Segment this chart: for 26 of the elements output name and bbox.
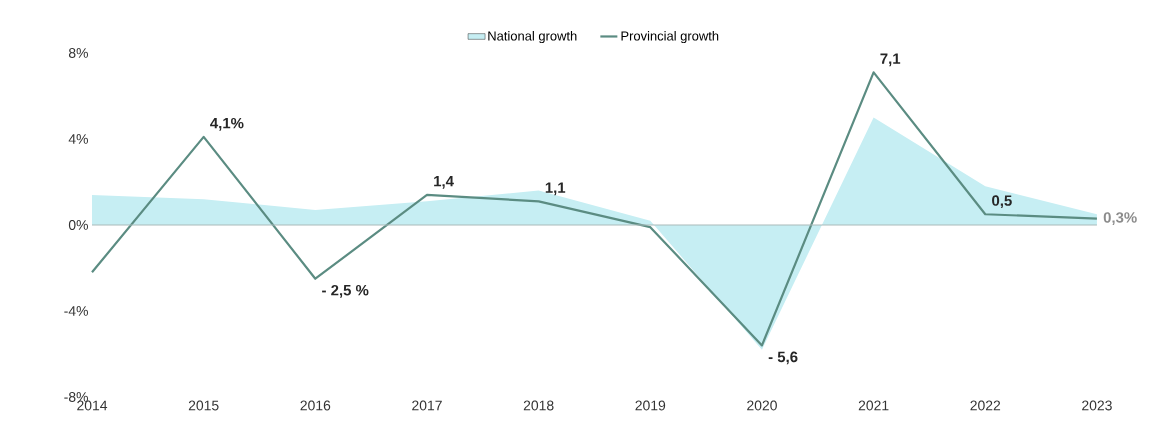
x-tick-label: 2022 [970,400,1001,411]
line-series [90,71,1099,347]
y-tick-label: -4% [64,306,88,316]
data-label: - 2,5 % [322,284,369,298]
data-label: 0,3% [1103,212,1137,225]
data-label: 1,1 [545,182,566,196]
data-label: 1,4 [434,176,454,189]
x-tick-label: 2020 [747,400,777,411]
data-label: 7,1 [880,53,901,67]
x-tick-label: 2014 [77,400,108,411]
y-tick-label: 8% [68,48,88,58]
legend-label: National growth [488,31,577,44]
y-tick-label: -8% [64,392,88,402]
x-tick-label: 2023 [1082,400,1112,411]
y-tick-label: 0% [68,220,88,230]
data-label: 0,5 [992,195,1012,209]
x-tick-label: 2016 [300,400,331,411]
x-tick-label: 2018 [523,400,554,411]
x-tick-label: 2021 [858,400,889,411]
x-tick-label: 2017 [412,400,442,411]
data-label: - 5,6 [768,351,798,365]
x-tick-label: 2015 [188,400,219,411]
legend-label: Provincial growth [621,31,719,44]
y-tick-label: 4% [68,134,88,144]
x-tick-label: 2019 [635,400,666,411]
data-label: 4,1% [210,117,244,131]
